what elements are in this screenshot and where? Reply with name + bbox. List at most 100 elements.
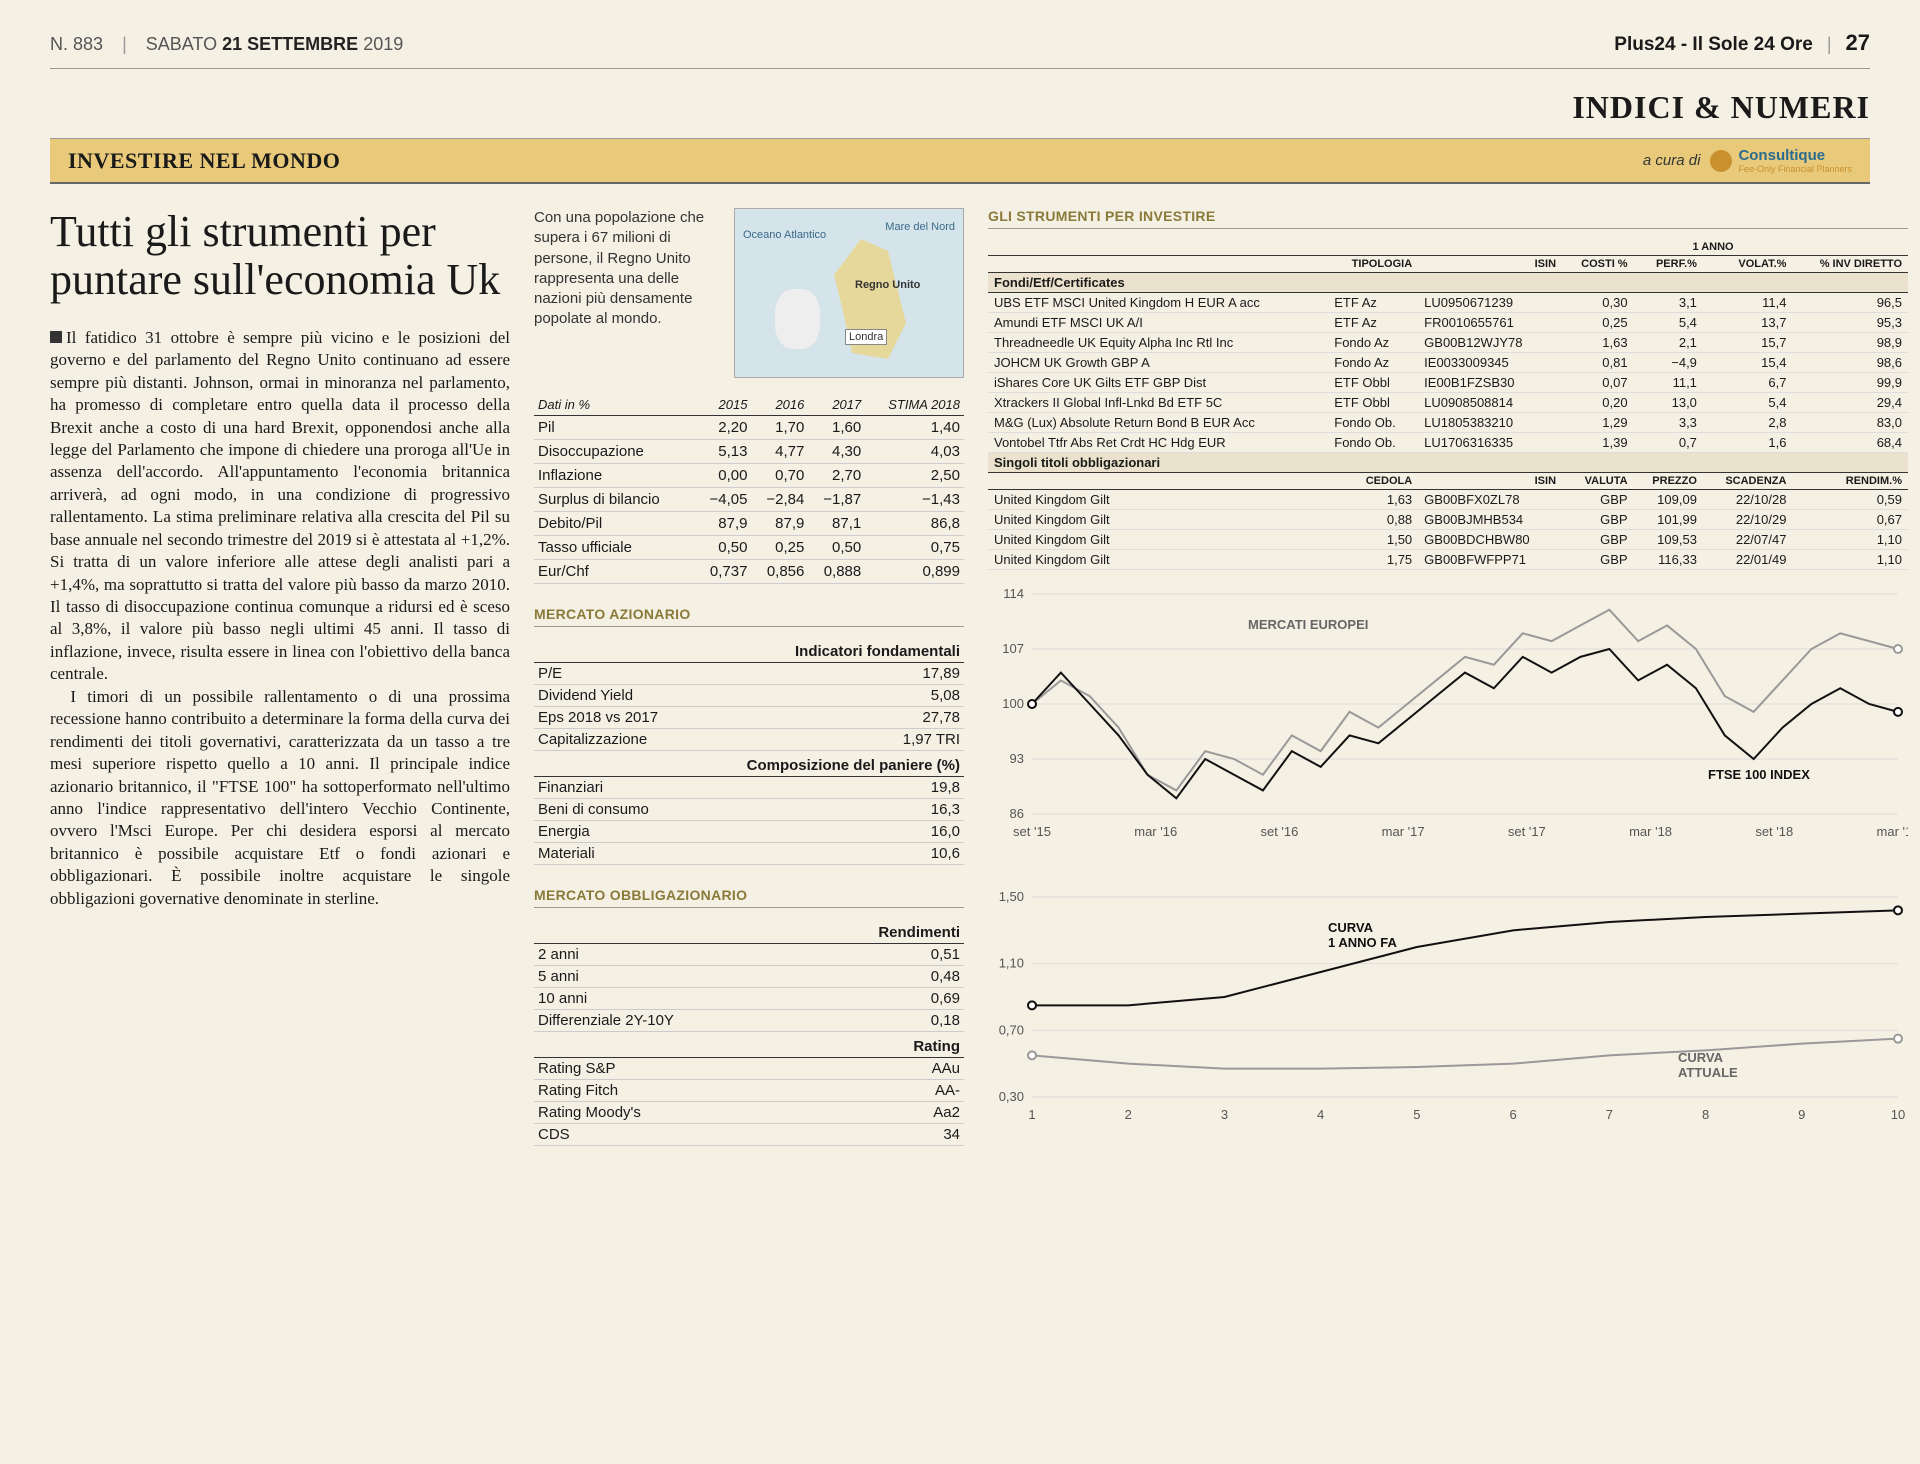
table-row: Eur/Chf0,7370,8560,8880,899 [534,560,964,584]
map-sea-label: Mare del Nord [885,221,955,233]
uk-map: Oceano Atlantico Mare del Nord Regno Uni… [734,208,964,378]
svg-text:1: 1 [1028,1107,1035,1122]
bond-hdr-6: RENDIM.% [1792,473,1908,490]
table-row: 10 anni0,69 [534,988,964,1010]
fundamentals-label: Indicatori fondamentali [534,637,964,663]
table-row: Differenziale 2Y-10Y0,18 [534,1010,964,1032]
svg-text:1,10: 1,10 [999,956,1024,971]
page-number: 27 [1846,30,1870,56]
table-row: Materiali10,6 [534,843,964,865]
table-row: Pil2,201,701,601,40 [534,416,964,440]
svg-text:CURVA: CURVA [1328,920,1374,935]
article-headline: Tutti gli strumenti per puntare sull'eco… [50,208,510,305]
svg-text:0,30: 0,30 [999,1089,1024,1104]
data-column: Con una popolazione che supera i 67 mili… [534,208,964,1146]
bond-section-title: MERCATO OBBLIGAZIONARIO [534,887,964,908]
svg-text:86: 86 [1010,806,1024,821]
instr-hdr-0 [988,256,1328,273]
curator-prefix: a cura di [1643,152,1701,169]
econ-hdr-label: Dati in % [534,394,695,416]
composition-label: Composizione del paniere (%) [534,751,964,777]
svg-text:100: 100 [1002,696,1024,711]
svg-text:1,50: 1,50 [999,889,1024,904]
curator-block: a cura di Consultique Fee-Only Financial… [1643,147,1852,174]
svg-text:3: 3 [1221,1107,1228,1122]
page-header: N. 883 | SABATO 21 SETTEMBRE 2019 Plus24… [50,30,1870,69]
table-row: 5 anni0,48 [534,966,964,988]
curator-tagline: Fee-Only Financial Planners [1738,164,1852,174]
instr-hdr-6: % INV DIRETTO [1792,256,1908,273]
ireland-shape [775,289,820,349]
rating-label: Rating [534,1032,964,1058]
date-year: 2019 [363,34,403,54]
table-row: Xtrackers II Global Infl-Lnkd Bd ETF 5CE… [988,393,1908,413]
map-capital-label: Londra [845,329,887,345]
gold-bar: INVESTIRE NEL MONDO a cura di Consultiqu… [50,139,1870,184]
cat-funds: Fondi/Etf/Certificates [988,273,1908,293]
svg-text:set '16: set '16 [1260,824,1298,839]
consultique-icon [1710,150,1732,172]
right-column: GLI STRUMENTI PER INVESTIRE 1 ANNO TIPOL… [988,208,1908,1146]
issue-date: N. 883 | SABATO 21 SETTEMBRE 2019 [50,34,403,55]
econ-hdr-3: STIMA 2018 [865,394,964,416]
instr-hdr-1: TIPOLOGIA [1328,256,1418,273]
svg-text:set '15: set '15 [1013,824,1051,839]
lead-bullet-icon [50,331,62,343]
equity-section-title: MERCATO AZIONARIO [534,606,964,627]
svg-text:107: 107 [1002,641,1024,656]
table-row: Rating Moody'sAa2 [534,1102,964,1124]
instr-hdr-3: COSTI % [1562,256,1634,273]
table-row: UBS ETF MSCI United Kingdom H EUR A accE… [988,293,1908,313]
bond-hdr-4: PREZZO [1634,473,1703,490]
table-row: M&G (Lux) Absolute Return Bond B EUR Acc… [988,413,1908,433]
instruments-table: 1 ANNO TIPOLOGIAISINCOSTI %PERF.%VOLAT.%… [988,239,1908,570]
svg-text:set '17: set '17 [1508,824,1546,839]
equity-chart: 8693100107114set '15mar '16set '16mar '1… [988,584,1908,844]
instr-hdr-4: PERF.% [1634,256,1703,273]
svg-text:4: 4 [1317,1107,1324,1122]
svg-text:9: 9 [1798,1107,1805,1122]
date-day: SABATO [146,34,217,54]
table-row: JOHCM UK Growth GBP AFondo AzIE003300934… [988,353,1908,373]
svg-text:set '18: set '18 [1755,824,1793,839]
date-full: 21 SETTEMBRE [222,34,358,54]
bond-chart: 0,300,701,101,5012345678910CURVA1 ANNO F… [988,887,1908,1127]
map-country-label: Regno Unito [855,279,920,291]
table-row: Debito/Pil87,987,987,186,8 [534,512,964,536]
table-row: Eps 2018 vs 201727,78 [534,707,964,729]
map-caption: Con una popolazione che supera i 67 mili… [534,208,722,378]
table-row: Finanziari19,8 [534,777,964,799]
map-ocean-label: Oceano Atlantico [743,229,826,241]
svg-text:mar '18: mar '18 [1629,824,1672,839]
table-row: Surplus di bilancio−4,05−2,84−1,87−1,43 [534,488,964,512]
table-row: iShares Core UK Gilts ETF GBP DistETF Ob… [988,373,1908,393]
bond-hdr-0 [988,473,1328,490]
bond-kv-table: Rendimenti 2 anni0,515 anni0,4810 anni0,… [534,918,964,1146]
table-row: P/E17,89 [534,663,964,685]
publication-block: Plus24 - Il Sole 24 Ore | 27 [1614,30,1870,56]
yields-label: Rendimenti [534,918,964,944]
svg-text:93: 93 [1010,751,1024,766]
table-row: Inflazione0,000,702,702,50 [534,464,964,488]
section-title: INDICI & NUMERI [50,69,1870,139]
table-row: Rating S&PAAu [534,1058,964,1080]
table-row: CDS34 [534,1124,964,1146]
table-row: Threadneedle UK Equity Alpha Inc Rtl Inc… [988,333,1908,353]
svg-text:8: 8 [1702,1107,1709,1122]
curator-logo: Consultique Fee-Only Financial Planners [1710,147,1852,174]
bond-hdr-3: VALUTA [1562,473,1634,490]
bond-hdr-1: CEDOLA [1328,473,1418,490]
table-row: Vontobel Ttfr Abs Ret Crdt HC Hdg EURFon… [988,433,1908,453]
instr-hdr-5: VOLAT.% [1703,256,1793,273]
group-1anno: 1 ANNO [1634,239,1793,256]
instr-hdr-2: ISIN [1418,256,1562,273]
article-body: Il fatidico 31 ottobre è sempre più vici… [50,327,510,910]
svg-text:2: 2 [1125,1107,1132,1122]
table-row: Tasso ufficiale0,500,250,500,75 [534,536,964,560]
curator-name: Consultique [1738,147,1825,164]
svg-text:7: 7 [1606,1107,1613,1122]
svg-text:mar '17: mar '17 [1382,824,1425,839]
publication-name: Plus24 - Il Sole 24 Ore [1614,34,1813,56]
table-row: Rating FitchAA- [534,1080,964,1102]
svg-text:FTSE 100 INDEX: FTSE 100 INDEX [1708,767,1810,782]
